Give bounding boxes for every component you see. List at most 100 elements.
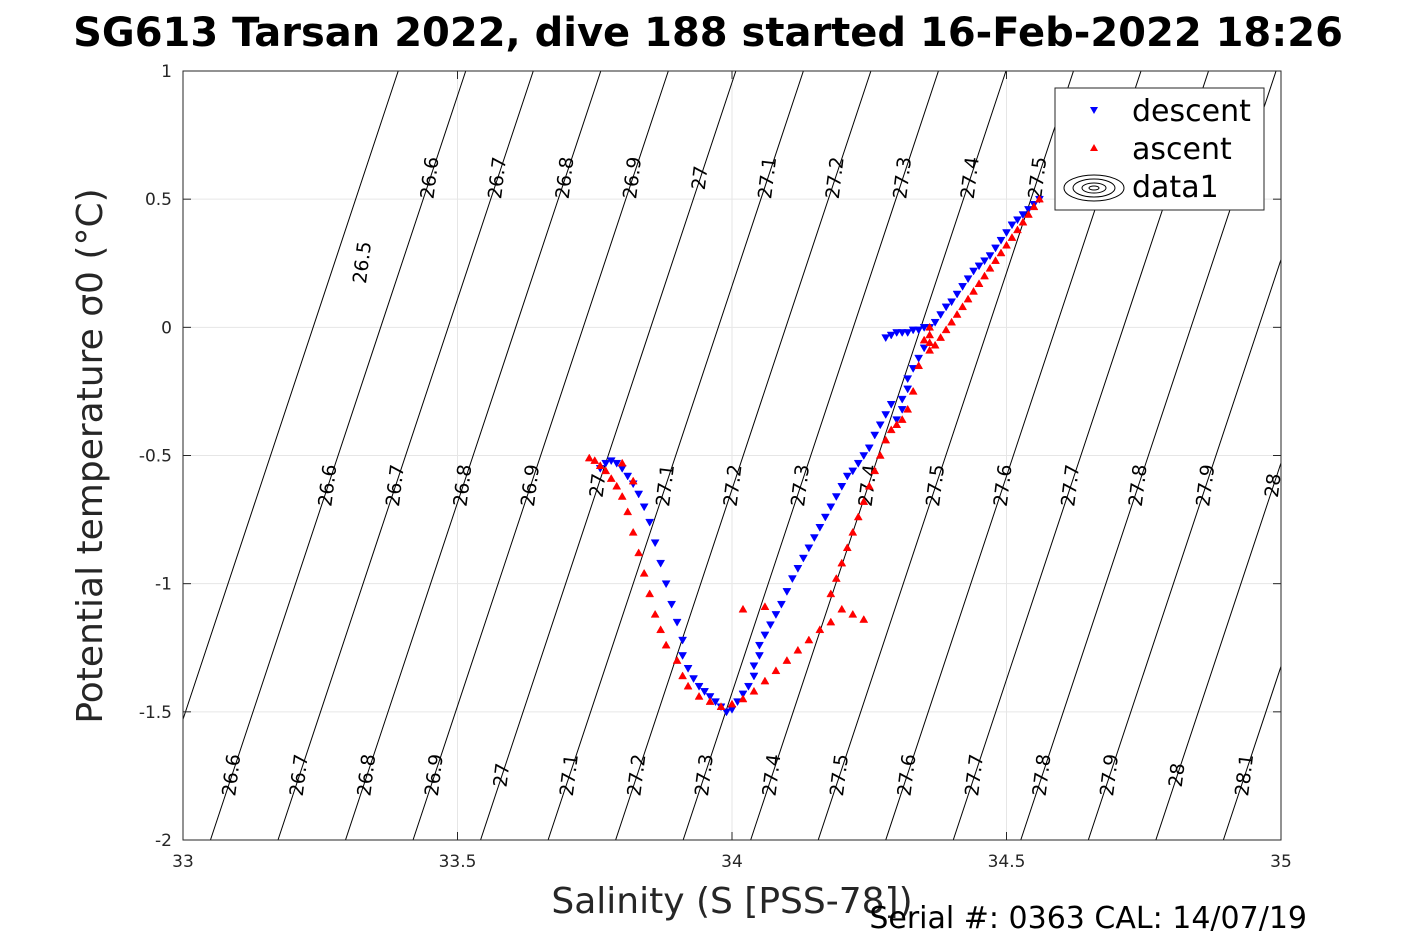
descent-point (936, 311, 946, 320)
ascent-point (705, 697, 715, 705)
descent-point (919, 344, 929, 353)
isopycnal-label: 26.8 (552, 156, 579, 201)
ascent-point (919, 335, 929, 344)
descent-point (930, 318, 940, 327)
ascent-series (584, 194, 1044, 710)
ascent-point (678, 671, 688, 680)
ascent-point (727, 699, 737, 708)
ascent-point (941, 325, 951, 334)
descent-point (980, 257, 989, 266)
y-tick-label: -1.5 (139, 703, 172, 723)
isopycnal-label: 26.6 (218, 753, 245, 798)
isopycnal-label: 26.6 (314, 463, 341, 508)
isopycnal-label: 27.2 (623, 753, 650, 798)
isopycnal-label: 27.1 (556, 753, 583, 798)
descent-point (809, 534, 819, 543)
isopycnal-label: 27.2 (720, 463, 747, 508)
isopycnal-label: 27.9 (1096, 753, 1123, 798)
ascent-point (958, 302, 968, 311)
descent-point (678, 652, 688, 660)
descent-point (705, 693, 715, 701)
ascent-point (1007, 233, 1017, 241)
descent-point (782, 588, 792, 596)
isopycnal-label: 27.4 (758, 753, 785, 798)
descent-point (612, 459, 622, 468)
isopycnal-label: 27.4 (957, 156, 984, 201)
descent-point (634, 490, 644, 499)
descent-point (1007, 221, 1017, 230)
ascent-point (875, 450, 885, 459)
ascent-point (606, 474, 616, 482)
y-tick-label: -2 (155, 831, 172, 851)
isopycnal-label: 27.6 (894, 753, 921, 798)
ascent-point (617, 458, 627, 467)
descent-point (771, 611, 781, 619)
isopycnal-label: 27.9 (1192, 463, 1219, 508)
isopycnal-label: 27.5 (1024, 156, 1051, 201)
ascent-point (864, 481, 874, 490)
isopycnal-label: 27.8 (1125, 463, 1152, 508)
ascent-point (694, 691, 704, 700)
isopycnal-label: 26.7 (484, 156, 511, 201)
descent-point (974, 262, 984, 271)
descent-point (645, 518, 655, 527)
isopycnal-line (277, 71, 534, 840)
ascent-point (601, 466, 611, 475)
ascent-point (936, 333, 946, 341)
isopycnal-line (817, 71, 1074, 840)
ascent-point (837, 604, 847, 613)
ascent-point (749, 686, 759, 695)
descent-point (881, 334, 891, 343)
ascent-point (925, 330, 935, 339)
isopycnal-label: 27.8 (1029, 753, 1056, 798)
ascent-point (848, 527, 858, 536)
ascent-point (831, 574, 841, 582)
ascent-point (760, 602, 770, 610)
descent-point (694, 682, 704, 691)
descent-point (744, 682, 753, 691)
ascent-point (645, 589, 655, 598)
isopycnal-label: 27.1 (754, 156, 781, 201)
descent-point (991, 244, 1000, 253)
legend-label: descent (1132, 94, 1251, 129)
descent-point (738, 690, 748, 699)
ascent-point (837, 558, 847, 567)
descent-series (595, 195, 1044, 717)
isopycnal-line (1222, 664, 1281, 840)
x-tick-label: 33 (172, 852, 194, 872)
ascent-point (650, 609, 660, 618)
descent-point (656, 559, 666, 568)
ascent-point (908, 386, 918, 395)
descent-point (787, 575, 797, 584)
descent-point (722, 708, 731, 717)
descent-point (914, 326, 924, 335)
descent-point (1002, 229, 1011, 237)
ascent-point (925, 322, 935, 331)
descent-point (639, 503, 649, 512)
ascent-point (1018, 217, 1028, 226)
legend-ascent-marker (1090, 144, 1098, 151)
isopycnal-label: 26.6 (417, 156, 444, 201)
ascent-point (760, 676, 770, 685)
descent-point (941, 303, 951, 312)
descent-point (793, 565, 803, 573)
ascent-point (980, 271, 989, 280)
ascent-point (661, 640, 671, 649)
isopycnal-label: 26.9 (421, 753, 448, 798)
ascent-point (584, 453, 594, 462)
descent-point (650, 539, 660, 548)
isopycnal-label: 27.3 (691, 753, 718, 798)
ascent-point (925, 345, 935, 354)
descent-point (831, 493, 841, 502)
isopycnal-label: 27.7 (961, 753, 988, 798)
ascent-point (914, 361, 924, 370)
ascent-point (892, 420, 902, 428)
descent-point (897, 395, 907, 404)
descent-point (749, 662, 759, 671)
legend-contour-icon (1063, 174, 1125, 202)
descent-point (848, 467, 858, 476)
descent-point (969, 267, 978, 276)
descent-point (798, 554, 808, 563)
